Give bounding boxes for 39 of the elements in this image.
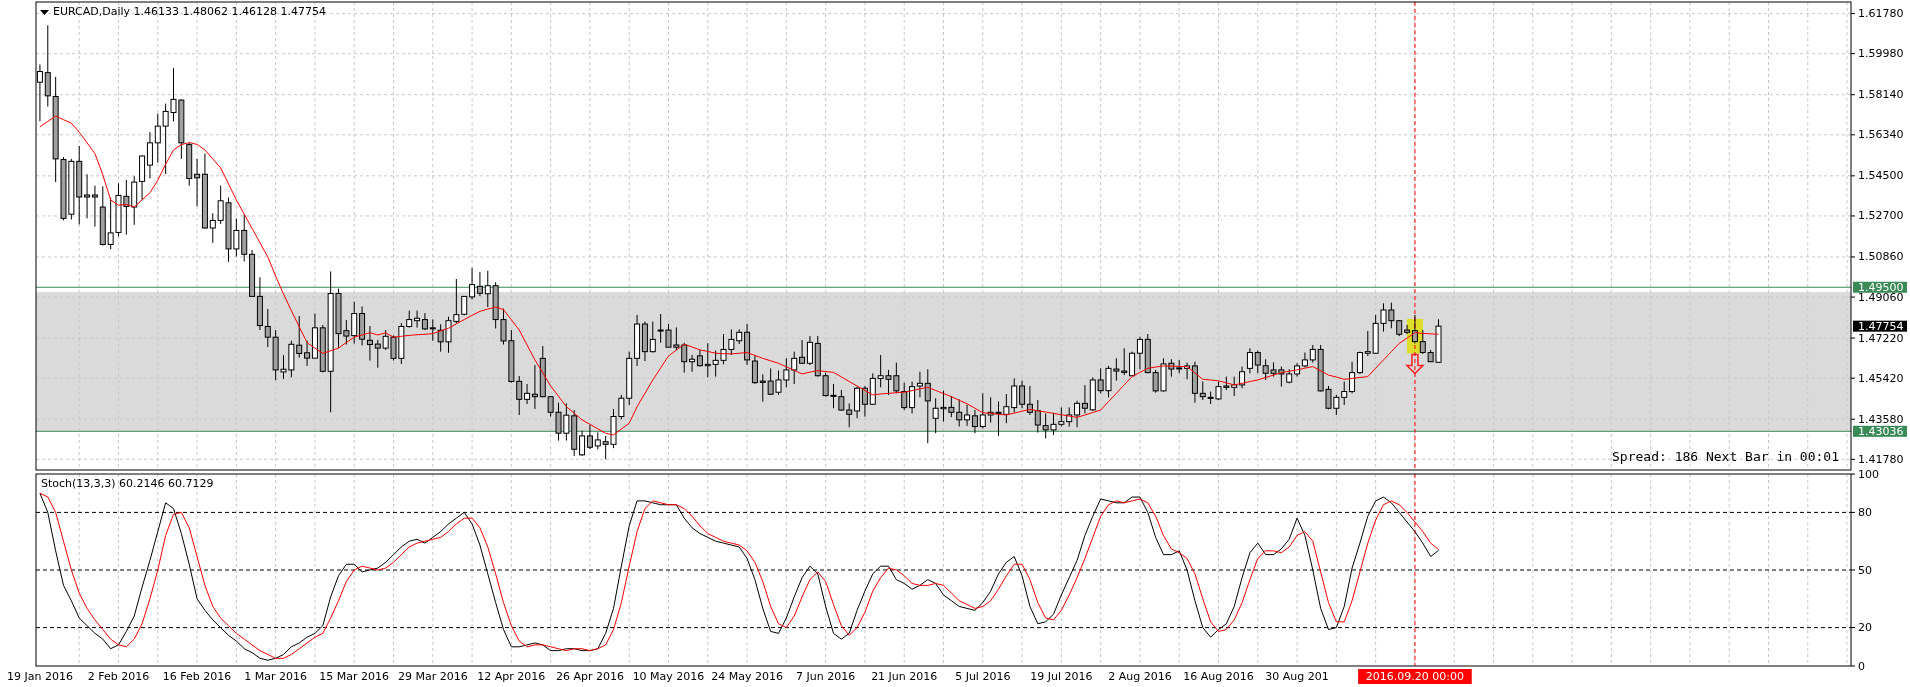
x-tick-label: 26 Apr 2016 — [555, 670, 624, 683]
x-tick-label: 10 May 2016 — [632, 670, 705, 683]
y-tick-label: 1.41780 — [1858, 452, 1904, 466]
y-tick-label: 1.45420 — [1858, 371, 1904, 385]
y-tick-label: 1.61780 — [1858, 7, 1904, 21]
chart-title: Stoch(13,3,3) 60.2146 60.7129 — [41, 477, 214, 490]
x-tick-label: 24 May 2016 — [711, 670, 783, 683]
x-tick-label: 7 Jun 2016 — [796, 670, 856, 683]
x-tick-label: 2016.09.20 00:00 — [1365, 670, 1465, 683]
annotation: Spread: 186 Next Bar in 00:01 — [1612, 449, 1839, 464]
x-tick-label: 19 Jul 2016 — [1030, 670, 1093, 683]
x-tick-label: 12 Apr 2016 — [477, 670, 546, 683]
ref-line-label: 1.43036 — [1858, 424, 1904, 438]
y-tick-label: 1.52700 — [1858, 209, 1904, 223]
x-tick-label: 19 Jan 2016 — [6, 670, 73, 683]
y-tick-label: 80 — [1858, 505, 1872, 519]
x-tick-label: 2 Feb 2016 — [87, 670, 150, 683]
x-tick-label: 30 Aug 201 — [1265, 670, 1329, 683]
x-tick-label: 2 Aug 2016 — [1108, 670, 1172, 683]
x-tick-label: 15 Mar 2016 — [319, 670, 390, 683]
x-tick-label: 16 Feb 2016 — [162, 670, 232, 683]
y-tick-label: 20 — [1858, 621, 1872, 635]
x-tick-label: 16 Aug 2016 — [1183, 670, 1254, 683]
y-tick-label: 1.43580 — [1858, 412, 1904, 426]
x-tick-label: 1 Mar 2016 — [244, 670, 308, 683]
y-tick-label: 50 — [1858, 563, 1872, 577]
x-tick-label: 29 Mar 2016 — [397, 670, 468, 683]
y-tick-label: 1.59980 — [1858, 47, 1904, 61]
text: 1.47754 — [1858, 319, 1904, 333]
chart-title: EURCAD,Daily 1.46133 1.48062 1.46128 1.47754 — [53, 5, 327, 18]
y-tick-label: 0 — [1858, 659, 1865, 673]
y-tick-label: 1.50860 — [1858, 250, 1904, 264]
y-tick-label: 100 — [1858, 467, 1879, 481]
x-tick-label: 5 Jul 2016 — [955, 670, 1011, 683]
y-tick-label: 1.47220 — [1858, 331, 1904, 345]
y-tick-label: 1.58140 — [1858, 88, 1904, 102]
y-tick-label: 1.54500 — [1858, 169, 1904, 183]
y-tick-label: 1.56340 — [1858, 128, 1904, 142]
x-tick-label: 21 Jun 2016 — [871, 670, 938, 683]
